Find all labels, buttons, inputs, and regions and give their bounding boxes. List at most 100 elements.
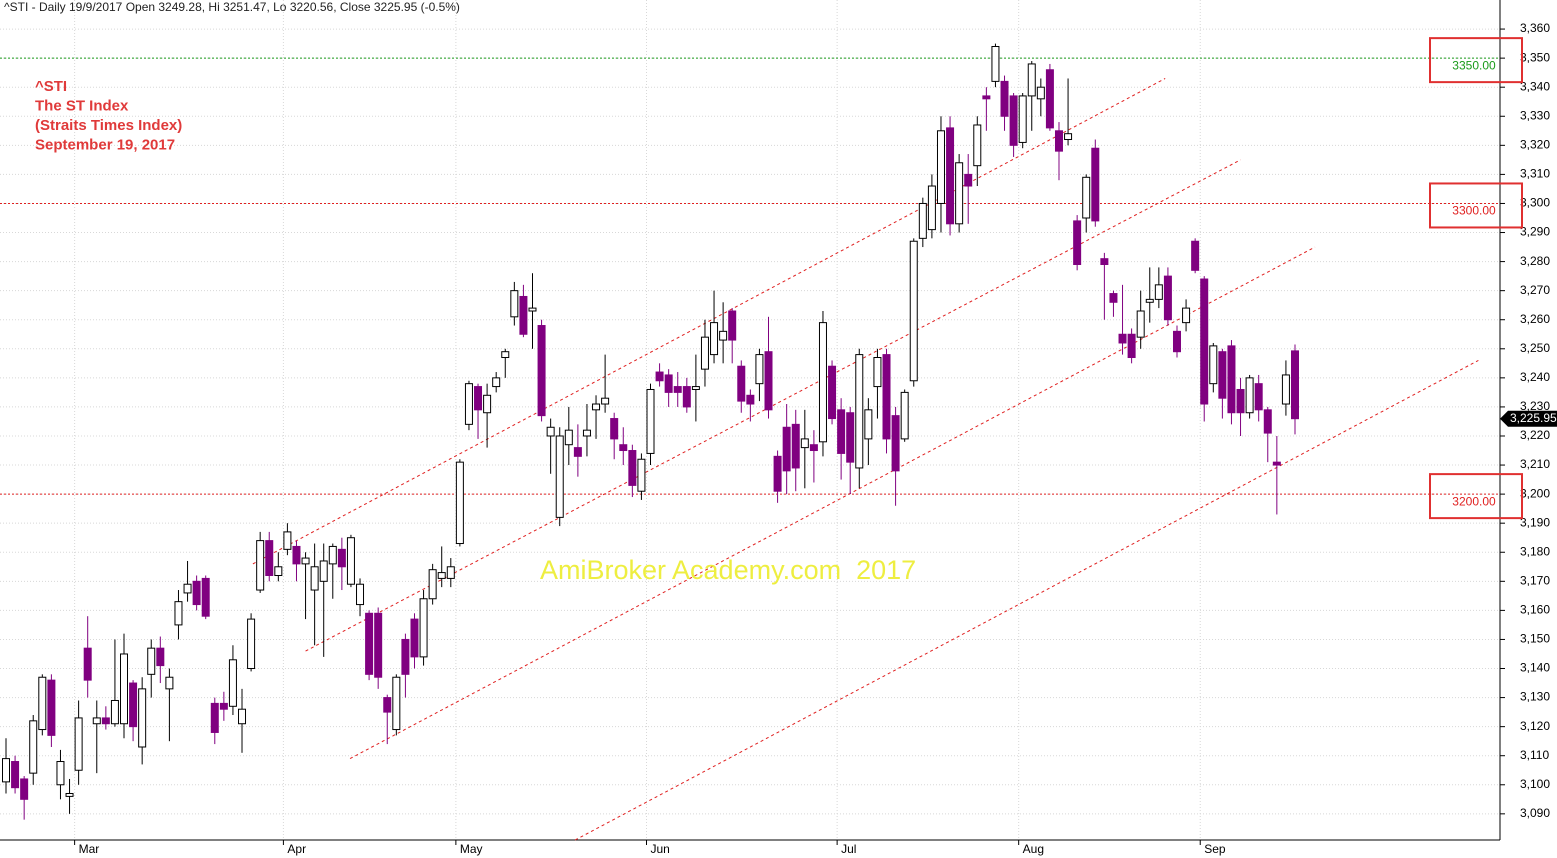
y-tick-label: 3,130 xyxy=(1520,690,1550,704)
candle-body xyxy=(1127,333,1136,359)
x-tick-label: Apr xyxy=(287,842,306,856)
candle-body xyxy=(900,391,909,440)
level-box xyxy=(1429,182,1523,229)
candle-body xyxy=(356,583,365,606)
y-tick-label: 3,150 xyxy=(1520,632,1550,646)
candle-body xyxy=(655,371,664,382)
y-tick-label: 3,270 xyxy=(1520,283,1550,297)
candle-body xyxy=(247,618,256,670)
candle-body xyxy=(882,354,891,440)
candle-body xyxy=(238,708,247,725)
candle-body xyxy=(601,397,610,405)
level-box xyxy=(1429,473,1523,520)
x-tick-label: Aug xyxy=(1023,842,1044,856)
annotation: September 19, 2017 xyxy=(35,136,175,153)
candle-body xyxy=(573,447,582,457)
candle-body xyxy=(619,444,628,452)
candle-body xyxy=(501,351,510,359)
candle-body xyxy=(891,415,900,472)
candle-body xyxy=(29,720,38,774)
candle-body xyxy=(555,435,564,518)
candle-body xyxy=(1054,130,1063,152)
level-label: 3300.00 xyxy=(1452,204,1496,218)
candle-body xyxy=(1073,220,1082,265)
candle-body xyxy=(519,295,528,335)
last-price-label: 3,225.95 xyxy=(1510,411,1557,425)
candle-body xyxy=(74,717,83,771)
candle-body xyxy=(1136,310,1145,338)
header: ^STI - Daily 19/9/2017 Open 3249.28, Hi … xyxy=(4,0,460,14)
candle-body xyxy=(346,537,355,585)
candle-body xyxy=(719,330,728,341)
candle-body xyxy=(637,458,646,492)
annotation: ^STI xyxy=(35,78,67,95)
y-tick-label: 3,300 xyxy=(1520,196,1550,210)
y-tick-label: 3,170 xyxy=(1520,573,1550,587)
y-tick-label: 3,230 xyxy=(1520,399,1550,413)
candle-body xyxy=(691,386,700,390)
candle-body xyxy=(192,580,201,606)
candle-body xyxy=(700,336,709,370)
candle-body xyxy=(1272,461,1281,466)
candle-body xyxy=(219,702,228,710)
candle-body xyxy=(673,386,682,393)
candle-body xyxy=(337,548,346,568)
candle-body xyxy=(973,124,982,167)
y-tick-label: 3,310 xyxy=(1520,167,1550,181)
y-tick-label: 3,360 xyxy=(1520,21,1550,35)
y-tick-label: 3,220 xyxy=(1520,428,1550,442)
candle-body xyxy=(846,412,855,463)
candle-body xyxy=(782,426,791,472)
candle-body xyxy=(800,438,809,449)
candle-body xyxy=(664,374,673,393)
candle-body xyxy=(156,647,165,667)
candle-body xyxy=(1227,345,1236,414)
candle-body xyxy=(437,572,446,579)
candle-body xyxy=(592,403,601,411)
candle-body xyxy=(610,418,619,440)
y-tick-label: 3,290 xyxy=(1520,225,1550,239)
candle-body xyxy=(646,388,655,454)
candle-body xyxy=(101,717,110,725)
candle-body xyxy=(546,426,555,437)
candle-body xyxy=(909,240,918,382)
y-tick-label: 3,350 xyxy=(1520,50,1550,64)
y-tick-label: 3,110 xyxy=(1520,748,1549,762)
candle-body xyxy=(65,792,74,797)
candle-body xyxy=(419,598,428,658)
candle-body xyxy=(537,325,546,417)
watermark: AmiBroker Academy.com 2017 xyxy=(540,555,916,585)
y-tick-label: 3,240 xyxy=(1520,370,1550,384)
candle-body xyxy=(1091,147,1100,222)
candle-body xyxy=(47,679,56,736)
candle-body xyxy=(410,618,419,658)
candle-body xyxy=(1027,63,1036,97)
candle-body xyxy=(828,365,837,420)
channel-line xyxy=(252,78,1166,565)
candle-body xyxy=(228,659,237,707)
x-tick-label: Jul xyxy=(841,842,856,856)
candle-body xyxy=(1100,258,1109,265)
candle-body xyxy=(1045,69,1054,129)
candle-body xyxy=(1145,298,1154,303)
candle-body xyxy=(1281,374,1290,405)
candle-body xyxy=(301,557,310,565)
y-tick-label: 3,280 xyxy=(1520,254,1550,268)
candle-body xyxy=(83,647,92,681)
candle-body xyxy=(710,322,719,356)
candle-body xyxy=(1236,388,1245,414)
y-tick-label: 3,140 xyxy=(1520,661,1550,675)
candle-body xyxy=(1245,377,1254,414)
y-tick-label: 3,160 xyxy=(1520,603,1550,617)
candle-body xyxy=(1254,383,1263,411)
candle-body xyxy=(401,638,410,675)
y-tick-label: 3,260 xyxy=(1520,312,1550,326)
candle-body xyxy=(210,702,219,733)
candle-body xyxy=(38,676,47,731)
candle-body xyxy=(20,778,29,800)
x-tick-label: Sep xyxy=(1204,842,1226,856)
candle-body xyxy=(1291,350,1299,420)
candle-body xyxy=(483,394,492,414)
candle-body xyxy=(946,127,955,225)
annotation: The ST Index xyxy=(35,97,129,114)
